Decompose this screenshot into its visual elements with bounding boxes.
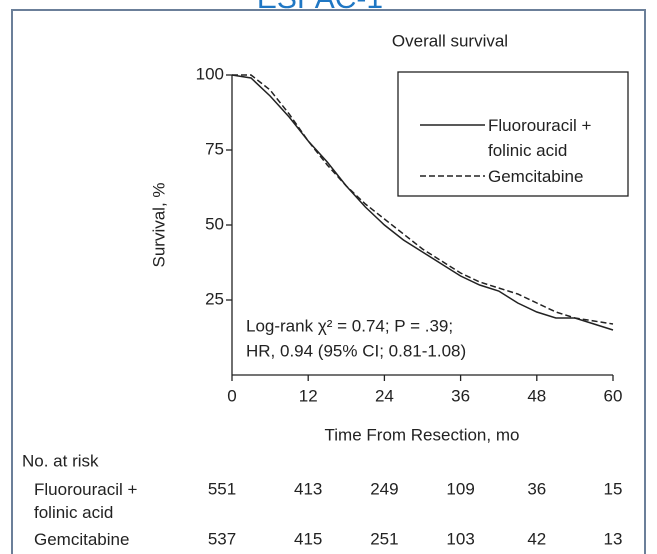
annotation: Log-rank χ² = 0.74; P = .39; (246, 316, 453, 335)
x-tick-label: 48 (527, 386, 546, 405)
annotation: HR, 0.94 (95% CI; 0.81-1.08) (246, 341, 466, 360)
risk-value: 551 (208, 479, 236, 498)
y-tick-label: 100 (196, 64, 224, 83)
risk-value: 42 (527, 529, 546, 548)
risk-value: 537 (208, 529, 236, 548)
risk-value: 413 (294, 479, 322, 498)
x-tick-label: 12 (299, 386, 318, 405)
x-tick-label: 36 (451, 386, 470, 405)
x-tick-label: 60 (604, 386, 623, 405)
risk-value: 251 (370, 529, 398, 548)
x-tick-label: 24 (375, 386, 394, 405)
risk-value: 109 (446, 479, 474, 498)
risk-value: 103 (446, 529, 474, 548)
survival-curve (232, 74, 614, 325)
legend-label: Gemcitabine (488, 167, 584, 186)
risk-row-label: Fluorouracil + folinic acid (34, 480, 138, 522)
legend-box (397, 71, 629, 197)
y-tick-label: 25 (205, 289, 224, 308)
y-tick-label: 75 (205, 139, 224, 158)
x-tick-label: 0 (227, 386, 236, 405)
y-tick-label: 50 (205, 214, 224, 233)
risk-table-title: No. at risk (22, 451, 99, 470)
risk-value: 415 (294, 529, 322, 548)
y-axis-label: Survival, % (149, 182, 168, 267)
risk-value: 15 (604, 479, 623, 498)
header: ESPAC-1 (257, 0, 383, 15)
risk-value: 249 (370, 479, 398, 498)
risk-value: 13 (604, 529, 623, 548)
risk-row-label: Gemcitabine (34, 530, 130, 549)
chart-title: Overall survival (392, 31, 508, 50)
legend-label: Fluorouracil + folinic acid (488, 116, 592, 160)
survival-curve (231, 74, 614, 331)
frame (11, 9, 646, 554)
x-axis-label: Time From Resection, mo (325, 425, 520, 444)
risk-value: 36 (527, 479, 546, 498)
